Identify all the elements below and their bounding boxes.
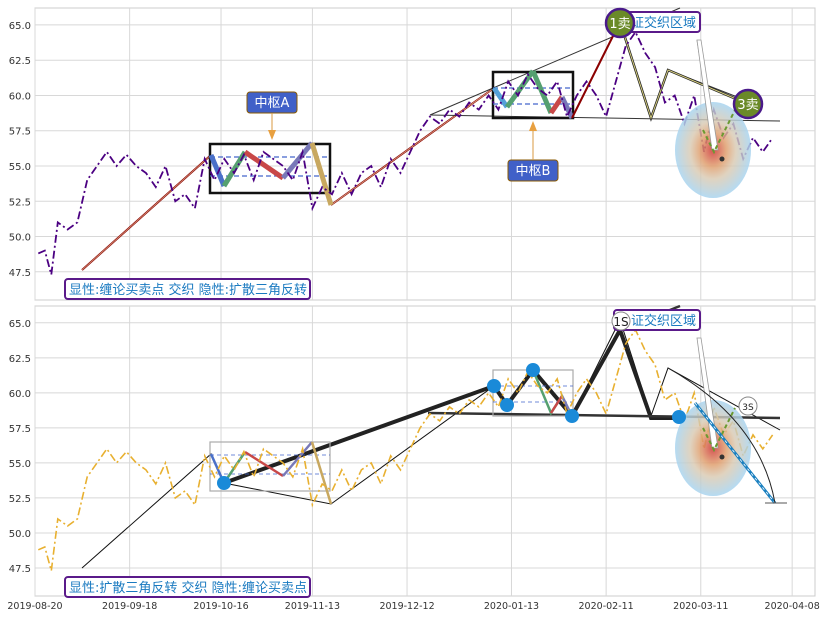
bottom-y-ticks: 47.5 50.0 52.5 55.0 57.5 60.0 62.5 65.0 bbox=[9, 319, 31, 575]
zhongshu-a-box bbox=[208, 142, 332, 195]
turning-point-marker bbox=[487, 379, 501, 393]
bottom-x-ticks: 2019-08-20 2019-09-18 2019-10-16 2019-11-13… bbox=[7, 601, 819, 612]
top-gridlines bbox=[34, 8, 815, 300]
y-tick-label: 47.5 bbox=[9, 268, 31, 279]
top-panel: 47.5 50.0 52.5 55.0 57.5 60.0 62.5 65.0 bbox=[9, 7, 816, 301]
x-tick-label: 2020-04-08 bbox=[765, 601, 820, 612]
bottom-interweave-badge: 证交织区域 bbox=[613, 309, 701, 331]
bottom-plot-area bbox=[34, 305, 816, 597]
y-tick-label: 50.0 bbox=[9, 233, 31, 244]
y-tick-label: 55.0 bbox=[9, 459, 31, 470]
y-tick-label: 52.5 bbox=[9, 197, 31, 208]
bottom-interweave-text: 证交织区域 bbox=[631, 313, 696, 329]
x-tick-label: 2019-12-12 bbox=[379, 601, 434, 612]
y-tick-label: 62.5 bbox=[9, 354, 31, 365]
sell-3-marker: 3卖 bbox=[732, 88, 764, 120]
y-tick-label: 55.0 bbox=[9, 162, 31, 173]
top-legend: 显性:缠论买卖点 交织 隐性:扩散三角反转 bbox=[64, 278, 311, 300]
y-tick-label: 65.0 bbox=[9, 319, 31, 330]
x-tick-label: 2019-09-18 bbox=[102, 601, 157, 612]
top-y-ticks: 47.5 50.0 52.5 55.0 57.5 60.0 62.5 65.0 bbox=[9, 21, 31, 279]
zhongshu-b-stroke bbox=[491, 86, 510, 109]
zhongshu-b-label: 中枢B bbox=[516, 164, 551, 179]
bottom-panel: 47.5 50.0 52.5 55.0 57.5 60.0 62.5 65.0 2019-08… bbox=[7, 304, 820, 612]
top-price-line bbox=[37, 30, 774, 275]
bottom-turning-points bbox=[217, 363, 686, 490]
sell-1-label: 1卖 bbox=[609, 17, 630, 32]
sell-1s-label: 1S bbox=[613, 315, 628, 329]
top-up-stroke-3 bbox=[571, 21, 621, 119]
y-tick-label: 47.5 bbox=[9, 564, 31, 575]
sell-3s-marker: 3S bbox=[738, 396, 758, 416]
turning-point-marker bbox=[565, 409, 579, 423]
top-legend-text: 显性:缠论买卖点 交织 隐性:扩散三角反转 bbox=[69, 282, 307, 298]
x-tick-label: 2019-08-20 bbox=[7, 601, 62, 612]
turning-point-marker bbox=[217, 476, 231, 490]
bottom-legend-text: 显性:扩散三角反转 交织 隐性:缠论买卖点 bbox=[69, 580, 307, 596]
x-tick-label: 2019-11-13 bbox=[285, 601, 340, 612]
y-tick-label: 52.5 bbox=[9, 494, 31, 505]
sell-1s-marker: 1S bbox=[611, 311, 631, 331]
bottom-diffusion-line bbox=[693, 402, 777, 504]
y-tick-label: 57.5 bbox=[9, 424, 31, 435]
y-tick-label: 50.0 bbox=[9, 529, 31, 540]
zhongshu-a-label: 中枢A bbox=[255, 96, 290, 111]
x-tick-label: 2020-03-11 bbox=[673, 601, 728, 612]
x-tick-label: 2019-10-16 bbox=[193, 601, 248, 612]
x-tick-label: 2020-02-11 bbox=[579, 601, 634, 612]
bottom-legend: 显性:扩散三角反转 交织 隐性:缠论买卖点 bbox=[64, 576, 311, 598]
x-tick-label: 2020-01-13 bbox=[484, 601, 539, 612]
y-tick-label: 65.0 bbox=[9, 21, 31, 32]
sell-3-label: 3卖 bbox=[737, 98, 758, 113]
sell-1-marker: 1卖 bbox=[604, 7, 636, 39]
y-tick-label: 60.0 bbox=[9, 91, 31, 102]
bottom-price-line bbox=[37, 328, 774, 572]
zhongshu-b-callout: 中枢B bbox=[507, 121, 559, 182]
top-interweave-badge: 证交织区域 bbox=[613, 11, 701, 33]
y-tick-label: 62.5 bbox=[9, 56, 31, 67]
top-interweave-text: 证交织区域 bbox=[631, 15, 696, 31]
y-tick-label: 60.0 bbox=[9, 389, 31, 400]
y-tick-label: 57.5 bbox=[9, 127, 31, 138]
turning-point-marker bbox=[526, 363, 540, 377]
zhongshu-a-stroke bbox=[208, 154, 227, 187]
turning-point-marker bbox=[672, 410, 686, 424]
zhongshu-a-callout: 中枢A bbox=[246, 91, 298, 140]
turning-point-marker bbox=[500, 398, 514, 412]
sell-3s-label: 3S bbox=[742, 403, 754, 413]
